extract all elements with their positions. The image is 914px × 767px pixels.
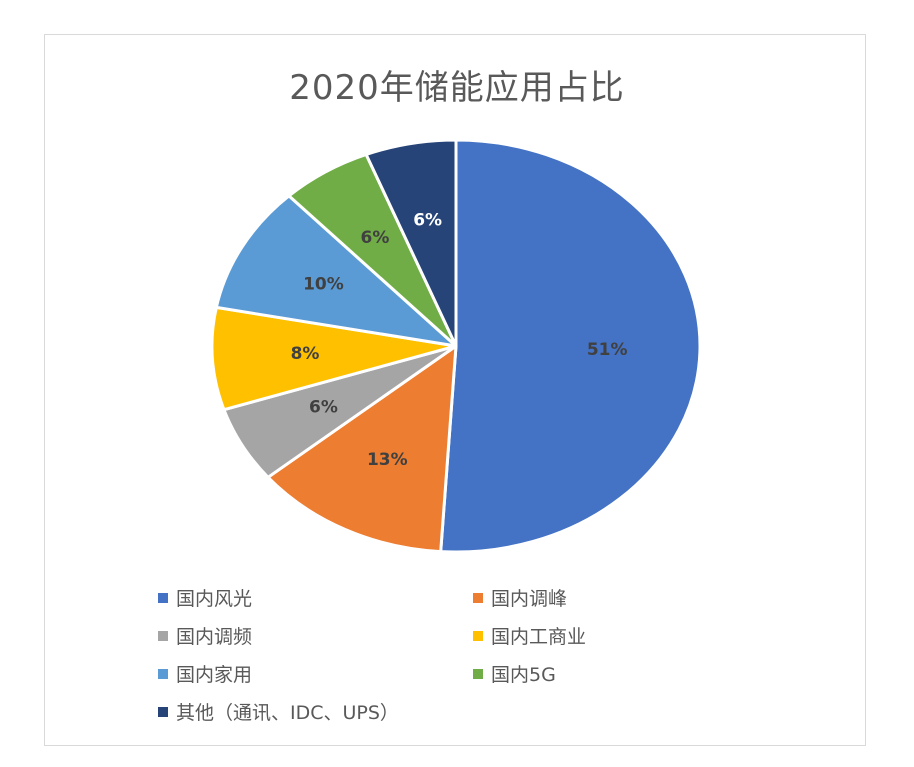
legend-swatch xyxy=(473,668,483,679)
data-label-1: 13% xyxy=(367,450,408,470)
legend-swatch xyxy=(473,630,483,641)
legend-item-2: 国内调频 xyxy=(158,622,252,649)
data-label-0: 51% xyxy=(587,340,628,360)
data-label-5: 6% xyxy=(361,228,390,248)
pie-data-labels: 51% 13% 6% 8% 10% 6% 6% xyxy=(291,211,628,470)
pie-slices xyxy=(210,138,702,554)
data-label-4: 10% xyxy=(303,274,344,294)
legend-label: 国内家用 xyxy=(176,664,253,686)
legend-swatch xyxy=(158,592,168,603)
legend-label: 国内风光 xyxy=(176,588,253,610)
legend-swatch xyxy=(158,668,168,679)
legend-item-5: 国内5G xyxy=(473,660,556,687)
legend-item-4: 国内家用 xyxy=(158,660,252,687)
legend-item-0: 国内风光 xyxy=(158,584,252,611)
pie-slice-0 xyxy=(439,138,702,554)
legend-label: 其他（通讯、IDC、UPS） xyxy=(176,702,399,724)
legend-item-3: 国内工商业 xyxy=(473,622,586,649)
data-label-3: 8% xyxy=(291,344,320,364)
legend-swatch xyxy=(158,706,168,717)
pie-slice-4 xyxy=(214,194,458,348)
legend-label: 国内调峰 xyxy=(491,588,568,610)
pie-slice-3 xyxy=(210,305,458,412)
legend-item-1: 国内调峰 xyxy=(473,584,567,611)
data-label-6: 6% xyxy=(413,211,442,231)
legend-swatch xyxy=(158,630,168,641)
legend-label: 国内5G xyxy=(491,664,556,686)
legend-swatch xyxy=(473,592,483,603)
data-label-2: 6% xyxy=(309,398,338,418)
legend-label: 国内工商业 xyxy=(491,626,587,648)
legend-item-6: 其他（通讯、IDC、UPS） xyxy=(158,698,399,725)
chart-title: 2020年储能应用占比 xyxy=(289,68,625,108)
pie-slice-6 xyxy=(364,138,458,348)
legend-label: 国内调频 xyxy=(176,626,253,648)
pie-slice-1 xyxy=(266,344,458,554)
